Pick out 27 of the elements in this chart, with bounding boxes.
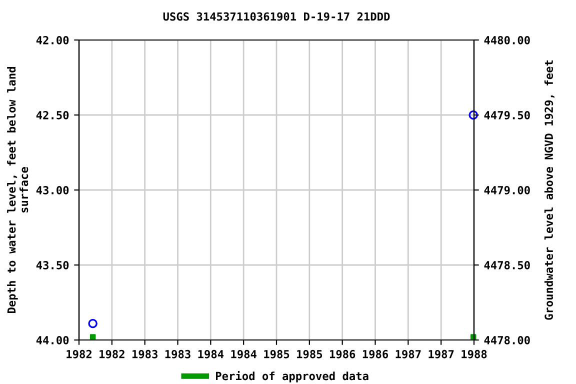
y2-tick-label: 4478.50	[484, 260, 530, 270]
x-tick-label: 1982	[100, 350, 124, 358]
chart-title: USGS 314537110361901 D-19-17 21DDD	[163, 12, 390, 21]
y-tick-label: 43.50	[36, 260, 69, 270]
x-tick-label: 1985	[264, 350, 290, 358]
y-tick-label: 42.00	[36, 36, 69, 44]
x-tick-label: 1985	[297, 350, 322, 358]
y2-tick-label: 4480.00	[484, 36, 530, 44]
y2-axis-title: Groundwater level above NGVD 1929, feet	[544, 60, 554, 320]
legend-label: Period of approved data	[216, 371, 368, 382]
x-tick-label: 1984	[198, 350, 224, 358]
y2-tick-label: 4478.00	[484, 336, 530, 344]
y-tick-label: 43.00	[36, 186, 69, 194]
x-tick-label: 1986	[362, 350, 388, 358]
x-tick-label: 1986	[330, 350, 356, 358]
x-tick-label: 1987	[428, 350, 454, 358]
y-tick-label: 42.50	[36, 110, 69, 120]
x-tick-label: 1983	[132, 350, 158, 358]
y-axis-title: Depth to water level, feet below land surface	[7, 67, 28, 314]
y2-tick-label: 4479.00	[484, 186, 530, 194]
x-tick-label: 1987	[396, 350, 421, 358]
y-tick-label: 44.00	[36, 336, 69, 344]
x-tick-label: 1984	[231, 350, 256, 358]
x-tick-label: 1982	[66, 350, 92, 358]
x-tick-label: 1983	[165, 350, 190, 358]
y2-tick-label: 4479.50	[484, 110, 530, 120]
x-tick-label: 1988	[462, 350, 487, 358]
